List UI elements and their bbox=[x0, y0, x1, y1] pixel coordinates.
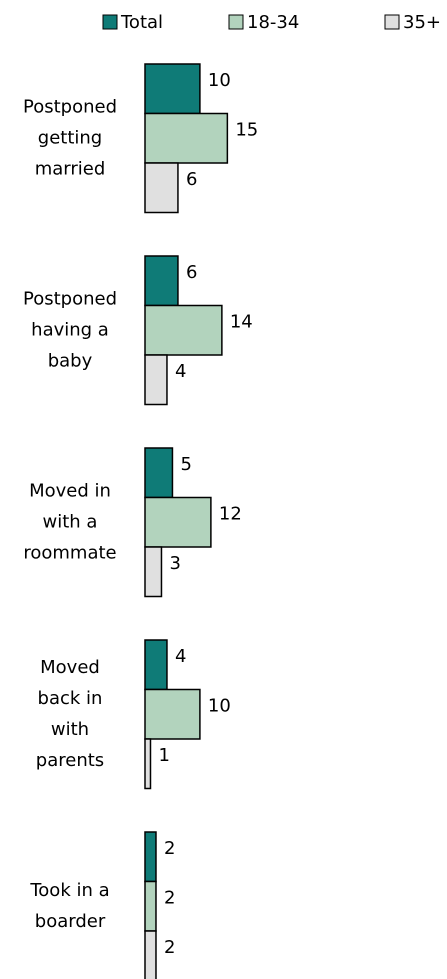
legend-swatch bbox=[384, 14, 400, 30]
value-label: 4 bbox=[175, 361, 186, 382]
value-label: 6 bbox=[186, 262, 197, 283]
bar bbox=[144, 354, 168, 406]
value-label: 10 bbox=[208, 695, 231, 716]
legend-label: 35+ bbox=[403, 12, 441, 33]
bar bbox=[144, 738, 152, 790]
category-label: Postponed having a baby bbox=[22, 288, 117, 372]
category-label: Moved in with a roommate bbox=[23, 480, 117, 564]
value-label: 2 bbox=[164, 887, 175, 908]
bar bbox=[144, 112, 229, 164]
bar bbox=[144, 255, 179, 307]
value-label: 2 bbox=[164, 838, 175, 859]
value-label: 15 bbox=[235, 119, 258, 140]
value-label: 2 bbox=[164, 937, 175, 958]
bar bbox=[144, 930, 157, 979]
value-label: 14 bbox=[230, 311, 253, 332]
bar bbox=[144, 831, 157, 883]
category-label: Took in a boarder bbox=[30, 880, 110, 933]
value-label: 10 bbox=[208, 70, 231, 91]
legend-label: Total bbox=[120, 12, 163, 33]
bar bbox=[144, 639, 168, 691]
bar bbox=[144, 304, 223, 356]
bar bbox=[144, 688, 201, 740]
legend-swatch bbox=[228, 14, 244, 30]
bar bbox=[144, 447, 174, 499]
legend-swatch bbox=[102, 14, 118, 30]
bar bbox=[144, 496, 212, 548]
legend-label: 18-34 bbox=[247, 12, 299, 33]
category-label: Moved back in with parents bbox=[35, 657, 105, 772]
bar bbox=[144, 880, 157, 932]
value-label: 3 bbox=[169, 553, 180, 574]
value-label: 12 bbox=[219, 503, 242, 524]
value-label: 6 bbox=[186, 169, 197, 190]
bar bbox=[144, 63, 201, 115]
value-label: 4 bbox=[175, 646, 186, 667]
bar bbox=[144, 546, 163, 598]
bar bbox=[144, 162, 179, 214]
value-label: 1 bbox=[158, 745, 169, 766]
value-label: 5 bbox=[180, 454, 191, 475]
category-label: Postponed getting married bbox=[22, 96, 117, 180]
